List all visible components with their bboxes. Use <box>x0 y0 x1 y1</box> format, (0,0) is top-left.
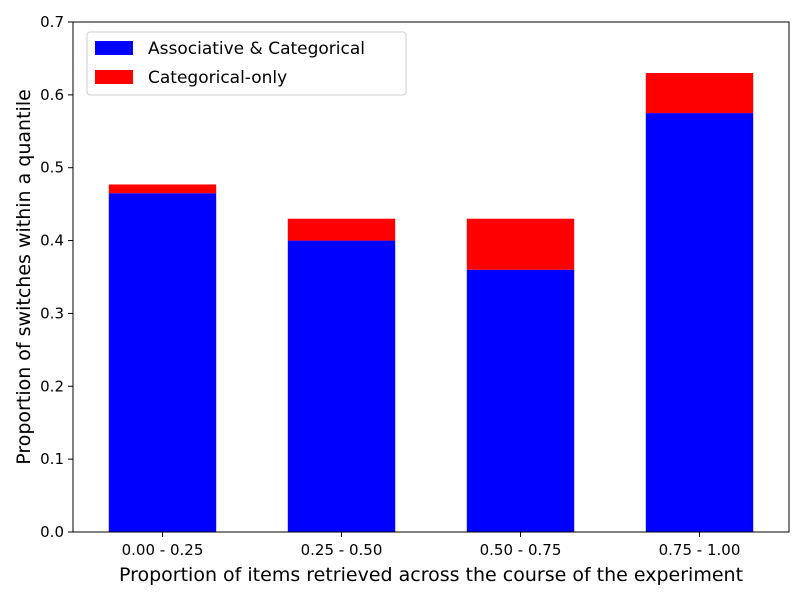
x-tick-label: 0.50 - 0.75 <box>480 541 562 559</box>
x-tick-label: 0.00 - 0.25 <box>122 541 204 559</box>
bar-categorical-only-3 <box>645 73 754 114</box>
x-tick-label: 0.25 - 0.50 <box>301 541 383 559</box>
y-axis-title: Proportion of switches within a quantile <box>13 89 35 465</box>
y-tick-label: 0.6 <box>40 86 64 104</box>
y-tick-label: 0.0 <box>40 523 64 541</box>
legend: Associative & Categorical Categorical-on… <box>86 31 407 96</box>
bar-associative-categorical-0 <box>108 193 217 532</box>
y-tick-label: 0.4 <box>40 232 64 250</box>
bar-associative-categorical-1 <box>287 240 396 533</box>
y-tick-label: 0.3 <box>40 304 64 322</box>
legend-swatch-categorical-only <box>95 70 133 84</box>
x-axis: 0.00 - 0.25 0.25 - 0.50 0.50 - 0.75 0.75 - … <box>122 532 741 559</box>
y-tick-label: 0.1 <box>40 450 64 468</box>
legend-swatch-associative-categorical <box>95 41 133 55</box>
bar-associative-categorical-3 <box>645 113 754 533</box>
y-tick-label: 0.5 <box>40 159 64 177</box>
legend-label-associative-categorical: Associative & Categorical <box>148 39 365 59</box>
x-tick-label: 0.75 - 1.00 <box>659 541 741 559</box>
bars-layer <box>108 73 754 533</box>
legend-label-categorical-only: Categorical-only <box>148 68 287 88</box>
x-axis-title: Proportion of items retrieved across the… <box>119 564 743 586</box>
y-tick-label: 0.7 <box>40 13 64 31</box>
y-axis: 0.0 0.1 0.2 0.3 0.4 0.5 0.6 0.7 <box>40 13 73 541</box>
y-tick-label: 0.2 <box>40 377 64 395</box>
bar-associative-categorical-2 <box>466 269 575 532</box>
bar-categorical-only-0 <box>108 184 217 194</box>
bar-categorical-only-2 <box>466 218 575 270</box>
legend-frame <box>86 31 407 96</box>
bar-categorical-only-1 <box>287 218 396 241</box>
plot-frame <box>72 21 790 533</box>
